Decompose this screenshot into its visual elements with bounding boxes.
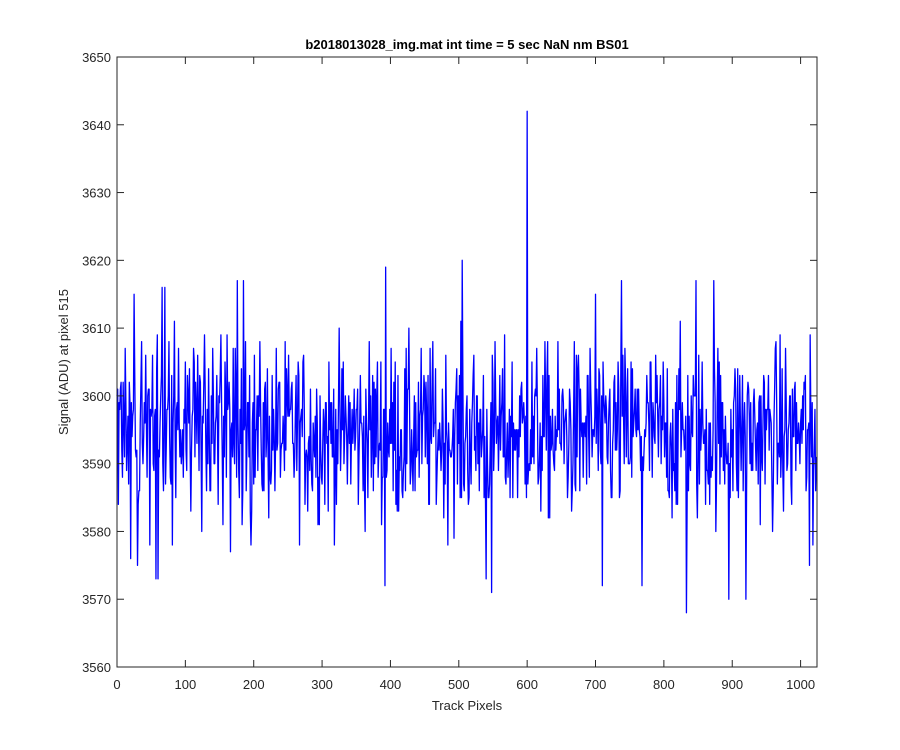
x-tick-label: 400 <box>380 677 402 692</box>
x-tick-label: 100 <box>175 677 197 692</box>
x-tick-label: 800 <box>653 677 675 692</box>
data-series-layer <box>116 110 817 614</box>
y-tick-label: 3610 <box>82 321 111 336</box>
x-tick-label: 200 <box>243 677 265 692</box>
chart-title: b2018013028_img.mat int time = 5 sec NaN… <box>305 37 628 52</box>
y-tick-label: 3580 <box>82 524 111 539</box>
y-tick-label: 3570 <box>82 592 111 607</box>
series-line <box>116 110 817 614</box>
x-tick-label: 0 <box>113 677 120 692</box>
y-tick-label: 3620 <box>82 253 111 268</box>
plot-area <box>117 57 817 667</box>
x-axis-ticks: 0 100 200 300 400 500 600 700 800 900 1000 <box>113 57 815 692</box>
y-axis-label: Signal (ADU) at pixel 515 <box>56 289 71 435</box>
y-axis-ticks: 3560 3570 3580 3590 3600 3610 3620 3630 3640 3650 <box>82 50 817 675</box>
x-axis-label: Track Pixels <box>432 698 503 713</box>
axes-box <box>116 56 818 668</box>
x-tick-label: 300 <box>311 677 333 692</box>
y-tick-label: 3560 <box>82 660 111 675</box>
y-tick-label: 3600 <box>82 389 111 404</box>
y-tick-label: 3590 <box>82 457 111 472</box>
y-tick-label: 3640 <box>82 118 111 133</box>
y-tick-label: 3630 <box>82 186 111 201</box>
y-tick-label: 3650 <box>82 50 111 65</box>
x-tick-label: 700 <box>585 677 607 692</box>
x-tick-label: 500 <box>448 677 470 692</box>
x-tick-label: 900 <box>721 677 743 692</box>
x-tick-label: 1000 <box>786 677 815 692</box>
x-tick-label: 600 <box>516 677 538 692</box>
